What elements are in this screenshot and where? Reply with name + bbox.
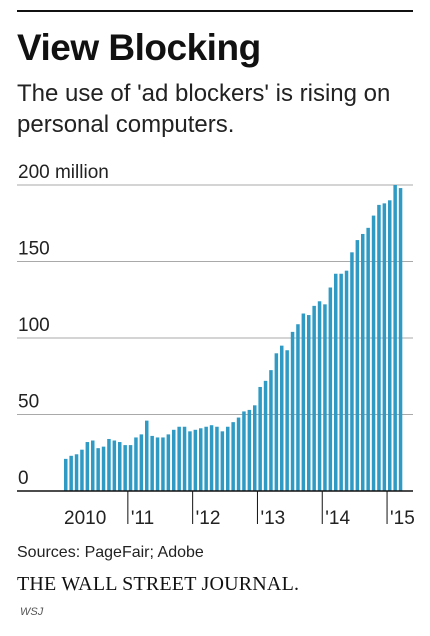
bar: [247, 409, 252, 491]
bar: [366, 227, 370, 491]
bar: [231, 422, 235, 491]
credit-label: WSJ: [20, 606, 44, 618]
bar: [226, 426, 230, 491]
y-tick-label: 100: [18, 315, 50, 336]
bar: [204, 426, 208, 491]
bar: [398, 188, 403, 491]
bar: [155, 437, 160, 491]
bar: [285, 350, 289, 491]
y-tick-label: 150: [18, 239, 50, 260]
y-axis-labels: 0 50 100 150 200 million: [18, 162, 109, 489]
bar: [118, 442, 122, 491]
bar: [388, 200, 392, 492]
bar: [242, 411, 246, 491]
bar: [344, 270, 349, 491]
bar: [290, 331, 295, 491]
bar: [74, 454, 79, 491]
bar: [334, 273, 338, 491]
bar: [177, 426, 181, 491]
bar: [377, 204, 381, 491]
bar: [393, 185, 397, 491]
x-tick-label: '11: [131, 508, 154, 529]
bar: [69, 455, 73, 491]
bar: [307, 315, 311, 491]
bar: [371, 215, 376, 491]
x-tick-label: '15: [390, 508, 415, 529]
bar: [215, 426, 219, 491]
bar: [188, 431, 192, 491]
bar: [96, 448, 100, 491]
bar: [123, 445, 127, 491]
bar: [355, 240, 360, 491]
x-axis-labels: 2010 '11 '12 '13 '14 '15: [64, 508, 415, 529]
bar: [274, 353, 279, 491]
bar: [64, 458, 68, 491]
bar: [280, 345, 284, 491]
y-tick-label: 0: [18, 468, 29, 489]
bar: [258, 386, 262, 491]
bar: [253, 405, 257, 491]
bar: [361, 233, 365, 491]
bar: [172, 429, 176, 491]
bar: [312, 305, 316, 491]
bar: [182, 426, 187, 491]
bar: [112, 440, 117, 491]
bar: [161, 437, 165, 491]
top-rule: [17, 10, 413, 12]
x-tick-label: 2010: [64, 508, 106, 529]
bars: [64, 185, 403, 492]
x-tick-label: '12: [196, 508, 221, 529]
bar: [101, 446, 106, 491]
chart-title: View Blocking: [17, 27, 261, 68]
bar: [236, 417, 241, 491]
bar: [263, 380, 268, 491]
bar: [339, 273, 343, 491]
bar: [107, 438, 111, 491]
bar: [193, 429, 198, 491]
bar: [134, 437, 138, 491]
x-tick-label: '13: [260, 508, 285, 529]
bar: [199, 428, 203, 491]
bar: [382, 203, 387, 492]
x-axis: [17, 490, 413, 524]
y-tick-label: 50: [18, 392, 39, 413]
bar: [150, 435, 154, 491]
bar: [269, 370, 273, 491]
source-note: Sources: PageFair; Adobe: [17, 544, 204, 561]
bar: [220, 431, 225, 491]
bar: [296, 324, 300, 491]
publication-logo: THE WALL STREET JOURNAL.: [17, 573, 300, 595]
bar: [145, 420, 149, 491]
bar: [328, 287, 333, 491]
bar: [317, 301, 322, 491]
bar: [209, 425, 214, 491]
bar: [323, 304, 327, 491]
chart-subtitle: The use of 'ad blockers' is rising on pe…: [17, 80, 391, 138]
bar: [85, 442, 90, 491]
bar-chart: 0 50 100 150 200 million 2010 '11 '12 '13 '14 '15: [17, 162, 415, 529]
bar: [301, 313, 306, 491]
bar: [350, 252, 354, 491]
bar: [128, 445, 133, 491]
x-tick-label: '14: [325, 508, 350, 529]
bar: [139, 434, 144, 491]
y-tick-label: 200 million: [18, 162, 109, 183]
bar: [80, 449, 84, 491]
bar: [166, 434, 171, 491]
bar: [91, 440, 95, 491]
